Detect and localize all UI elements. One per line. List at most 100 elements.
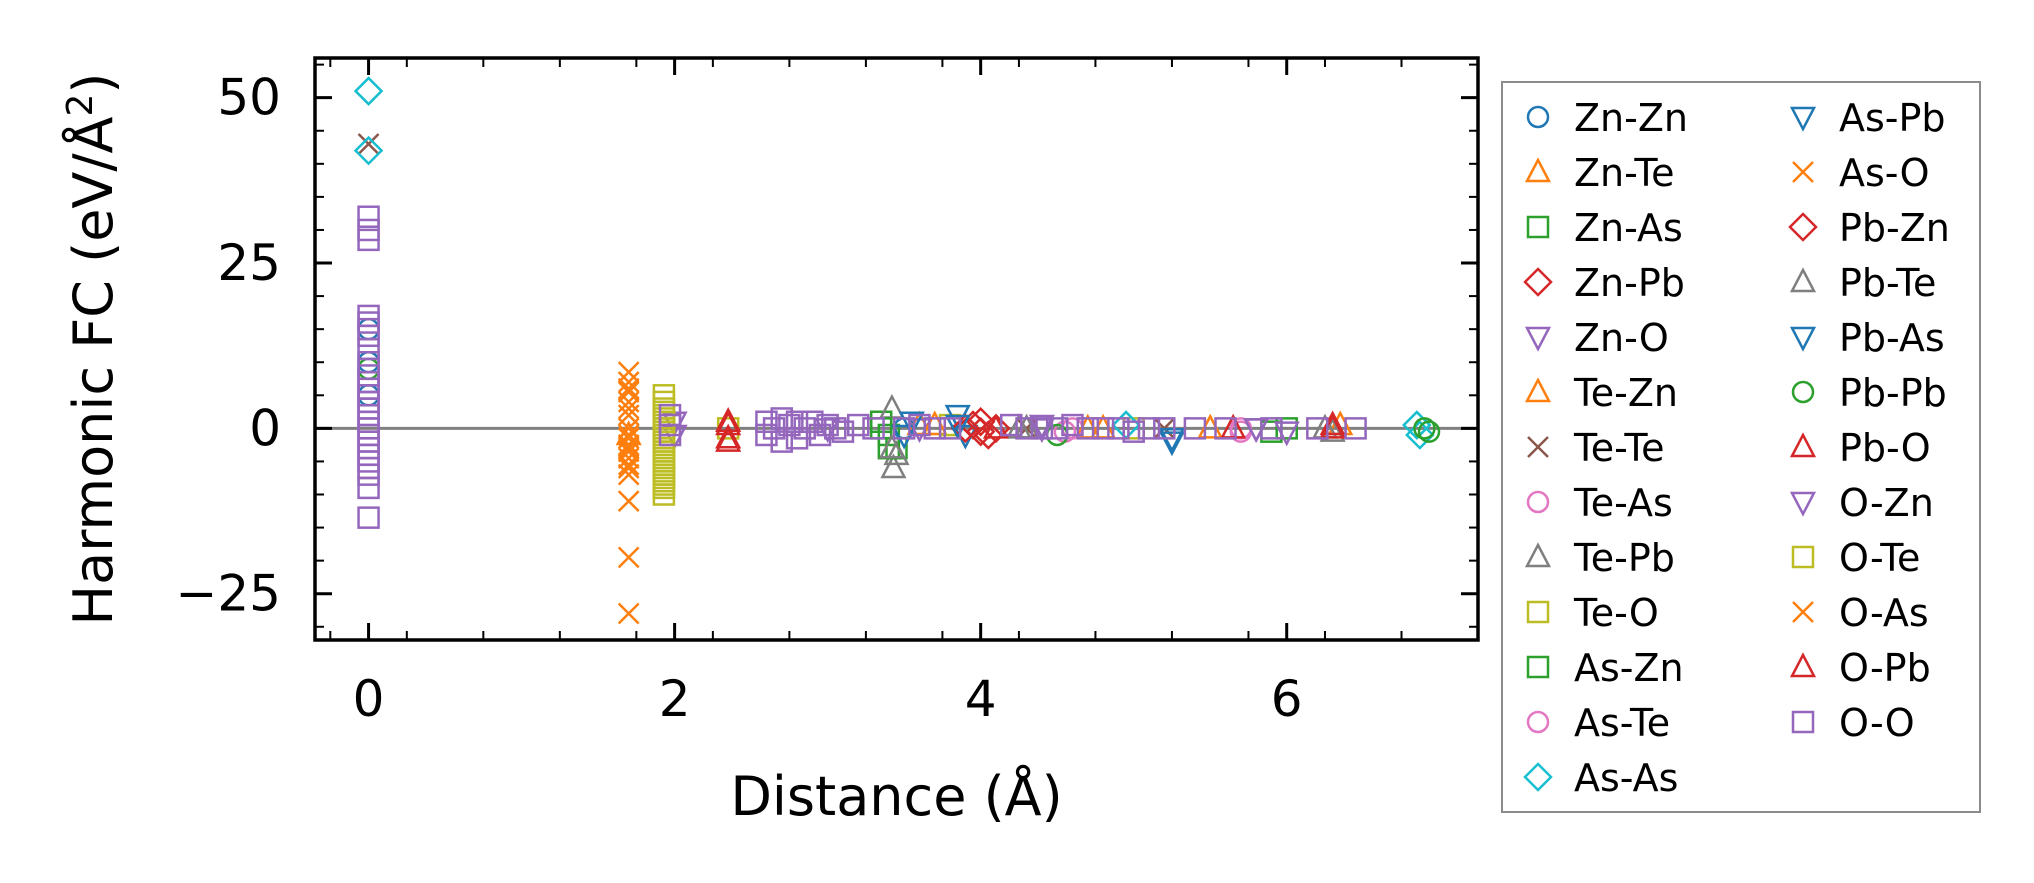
legend-marker [1526, 490, 1550, 514]
data-point [846, 413, 870, 437]
legend-label: Pb-Pb [1839, 371, 1947, 415]
legend-label: As-Te [1574, 701, 1670, 745]
legend-item: Zn-Pb [1523, 261, 1685, 305]
data-point [923, 417, 947, 440]
legend-label: Pb-As [1839, 316, 1945, 360]
data-point [617, 361, 640, 384]
data-point [1122, 420, 1145, 443]
data-point [1030, 417, 1054, 440]
legend-item: As-Zn [1526, 646, 1684, 690]
legend-label: As-As [1574, 756, 1678, 800]
legend-marker [1789, 432, 1817, 458]
data-point [944, 414, 971, 440]
data-point [831, 420, 855, 443]
data-point [1405, 420, 1435, 450]
legend-item: Te-Zn [1524, 371, 1678, 415]
series-Pb-Zn [950, 406, 1004, 450]
data-point [1306, 417, 1329, 440]
legend-item: Te-As [1526, 481, 1673, 525]
legend-marker [1526, 600, 1550, 624]
data-point [617, 377, 640, 400]
data-point [617, 490, 640, 512]
legend-label: Zn-Pb [1574, 261, 1685, 305]
data-point [1158, 431, 1186, 457]
legend-marker [1792, 601, 1814, 623]
data-point [617, 453, 640, 476]
data-point [617, 457, 640, 479]
y-tick-label: 50 [217, 69, 281, 127]
data-point [715, 410, 742, 436]
data-point [880, 453, 907, 479]
data-point [1417, 420, 1441, 443]
legend-item: Te-Te [1527, 426, 1665, 470]
legend-item: O-As [1792, 591, 1929, 635]
data-point [1045, 417, 1069, 440]
y-tick-label: 0 [249, 399, 281, 457]
x-tick-label: 2 [659, 670, 691, 728]
data-point [755, 410, 778, 433]
legend-label: O-Pb [1839, 646, 1931, 690]
legend-item: O-O [1791, 701, 1915, 745]
legend-item: O-Zn [1789, 481, 1934, 525]
data-point [617, 371, 640, 393]
y-axis-title-main: Harmonic FC (eV/Å [61, 116, 125, 625]
data-point [785, 410, 809, 433]
data-point [973, 420, 1004, 450]
legend-label: O-O [1839, 701, 1915, 745]
data-point [892, 417, 916, 440]
legend-marker [1526, 105, 1550, 129]
legend-marker [1791, 710, 1815, 734]
legend-item: Zn-Zn [1526, 96, 1688, 140]
legend-label: Zn-Zn [1574, 96, 1688, 140]
data-point [801, 410, 824, 433]
data-point [617, 381, 640, 403]
data-point [357, 228, 380, 252]
data-point [1413, 417, 1436, 440]
legend-label: O-Te [1839, 536, 1920, 580]
data-point [793, 417, 816, 440]
series-O-Te [652, 384, 676, 506]
data-point [898, 411, 925, 437]
legend-label: Te-O [1573, 591, 1659, 635]
legend-marker [1791, 545, 1815, 569]
legend-item: Pb-As [1789, 316, 1945, 360]
legend-marker [1788, 212, 1818, 242]
x-tick-label: 0 [353, 670, 385, 728]
legend-label: O-Zn [1839, 481, 1934, 525]
legend-marker [1526, 710, 1550, 734]
legend-label: Pb-Te [1839, 261, 1936, 305]
legend-label: Te-Zn [1573, 371, 1678, 415]
y-tick-label: −25 [175, 565, 281, 623]
series-O-As [617, 377, 640, 479]
data-point [1183, 417, 1207, 440]
legend-label: Zn-Te [1574, 151, 1674, 195]
data-point [357, 463, 380, 486]
legend-item: O-Pb [1789, 646, 1931, 690]
series-O-O [357, 205, 1367, 529]
legend-marker [1527, 436, 1549, 458]
y-axis-title: Harmonic FC (eV/Å2) [60, 73, 126, 626]
data-point [770, 430, 793, 453]
y-axis: 50 25 0 −25 [175, 63, 1478, 628]
legend-marker [1524, 377, 1552, 403]
legend-marker [1792, 161, 1814, 183]
legend-item: As-Pb [1789, 96, 1946, 140]
data-point [965, 406, 996, 437]
data-point [1076, 417, 1100, 440]
legend-marker [1526, 215, 1550, 239]
legend-item: Zn-Te [1524, 151, 1674, 195]
x-tick-label: 4 [965, 670, 997, 728]
legend-marker [1789, 652, 1817, 678]
legend-marker [1523, 267, 1553, 297]
legend-marker [1526, 655, 1550, 679]
legend-item: Pb-Zn [1788, 206, 1950, 250]
data-point [1260, 417, 1283, 440]
legend-label: O-As [1839, 591, 1929, 635]
series-Pb-As [891, 414, 1186, 453]
data-point [652, 483, 676, 506]
legend-item: Zn-As [1526, 206, 1683, 250]
legend-label: As-O [1839, 151, 1929, 195]
data-point [715, 426, 742, 452]
data-point [617, 417, 640, 440]
